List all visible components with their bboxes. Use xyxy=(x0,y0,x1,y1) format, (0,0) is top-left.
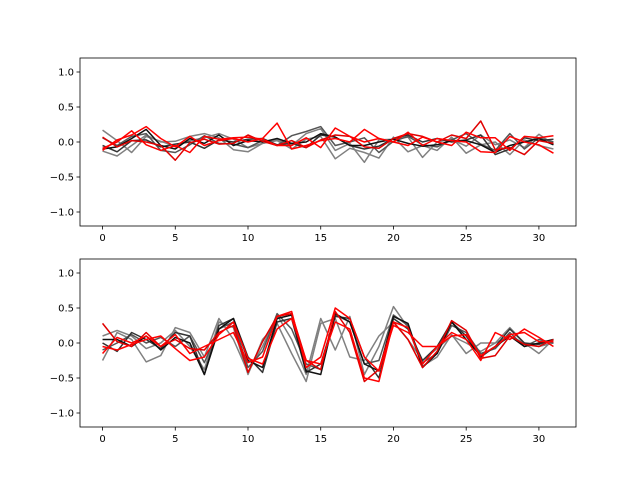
y-tick-label-0-4: 1.0 xyxy=(58,68,74,79)
y-tick-label-1-3: 0.5 xyxy=(58,304,74,315)
series-line-1-7 xyxy=(102,317,554,383)
x-tick-label-0-10: 10 xyxy=(242,233,255,244)
x-tick-label-1-10: 10 xyxy=(242,434,255,445)
y-tick-label-0-2: 0.0 xyxy=(58,138,74,149)
y-tick-label-1-2: 0.0 xyxy=(58,339,74,350)
x-tick-label-0-25: 25 xyxy=(460,233,473,244)
plot-area-0 xyxy=(102,120,554,164)
x-tick-label-1-20: 20 xyxy=(387,434,400,445)
x-tick-label-0-30: 30 xyxy=(533,233,546,244)
series-line-0-6 xyxy=(102,122,554,154)
x-tick-label-0-5: 5 xyxy=(172,233,178,244)
y-tick-label-1-1: −0.5 xyxy=(50,374,74,385)
y-tick-label-1-0: −1.0 xyxy=(50,409,74,420)
x-tick-label-1-30: 30 xyxy=(533,434,546,445)
series-line-1-5 xyxy=(101,310,554,383)
x-tick-label-1-0: 0 xyxy=(99,434,105,445)
plot-area-1 xyxy=(101,305,554,383)
y-tick-label-0-1: −0.5 xyxy=(50,173,74,184)
x-tick-label-0-20: 20 xyxy=(387,233,400,244)
x-tick-label-1-5: 5 xyxy=(172,434,178,445)
series-line-0-1 xyxy=(102,132,554,160)
series-line-1-6 xyxy=(101,307,554,372)
x-tick-label-0-0: 0 xyxy=(99,233,105,244)
y-tick-label-1-4: 1.0 xyxy=(58,269,74,280)
series-line-0-7 xyxy=(102,127,554,154)
top-axes: 0 5 10 15 20 25 30 −1.0 −0.5 0.0 0.5 1.0 xyxy=(50,57,577,244)
y-tick-label-0-3: 0.5 xyxy=(58,103,74,114)
y-tick-label-0-0: −1.0 xyxy=(50,208,74,219)
x-tick-label-1-15: 15 xyxy=(314,434,327,445)
x-tick-label-1-25: 25 xyxy=(460,434,473,445)
bottom-axes: 0 5 10 15 20 25 30 −1.0 −0.5 0.0 0.5 1.0 xyxy=(50,258,577,445)
x-tick-label-0-15: 15 xyxy=(314,233,327,244)
